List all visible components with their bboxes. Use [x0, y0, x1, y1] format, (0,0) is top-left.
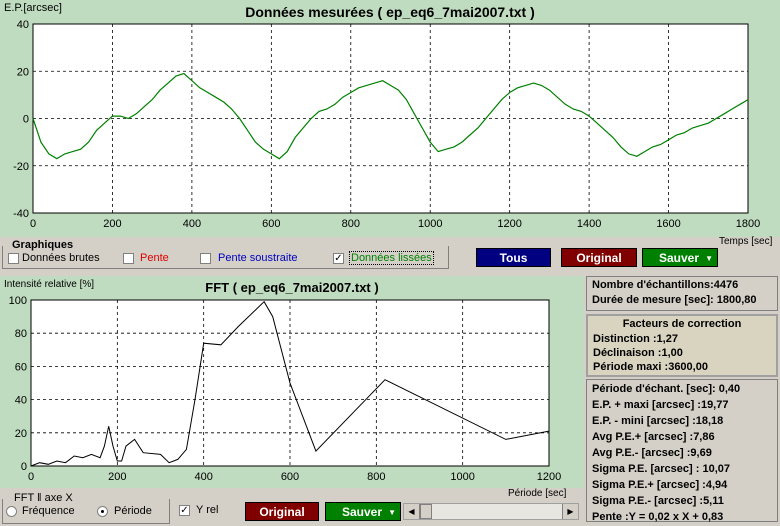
scroll-left-arrow-icon[interactable]: ◀ — [404, 504, 420, 519]
fft-axis-group-title: FFT ‖ axe X — [14, 492, 73, 504]
max-period-value: Période maxi :3600,00 — [593, 361, 708, 373]
results-box: Période d'échant. [sec]: 0,40 E.P. + max… — [586, 379, 778, 523]
frequency-radio[interactable] — [6, 506, 17, 517]
slope-label[interactable]: Pente — [140, 252, 169, 264]
x-tick-label: 1000 — [450, 471, 474, 483]
slope-subtracted-checkbox[interactable] — [200, 253, 211, 264]
y-tick-label: 20 — [15, 428, 27, 440]
x-tick-label: 600 — [262, 218, 280, 230]
dropdown-arrow-icon[interactable]: ▼ — [388, 508, 396, 517]
fft-axis-group — [2, 499, 170, 524]
measured-series-line — [32, 72, 749, 160]
avg-pe-neg: Avg P.E.- [arcsec] :9,69 — [592, 447, 712, 459]
sample-period: Période d'échant. [sec]: 0,40 — [592, 383, 741, 395]
ep-min: E.P. - mini [arcsec] :18,18 — [592, 415, 724, 427]
correction-title: Facteurs de correction — [622, 318, 742, 330]
x-tick-label: 1400 — [577, 218, 601, 230]
x-tick-label: 600 — [281, 471, 299, 483]
y-tick-label: 40 — [17, 19, 29, 31]
top-y-axis-label: E.P.[arcsec] — [4, 2, 62, 14]
fft-x-axis-label: Période [sec] — [508, 488, 567, 499]
yrel-label[interactable]: Y rel — [196, 504, 219, 516]
scroll-right-arrow-icon[interactable]: ▶ — [562, 504, 578, 519]
graph-options-title: Graphiques — [12, 239, 74, 251]
x-tick-label: 1800 — [736, 218, 760, 230]
sigma-pe: Sigma P.E. [arcsec] : 10,07 — [592, 463, 730, 475]
fft-original-button[interactable]: Original — [245, 502, 319, 521]
y-tick-label: 40 — [15, 395, 27, 407]
y-tick-label: -20 — [13, 161, 29, 173]
top-x-axis-label: Temps [sec] — [719, 236, 773, 247]
y-tick-label: 0 — [21, 461, 27, 473]
graph-options-group — [2, 246, 449, 269]
top-chart: 0 200 400 600 800 1000 1200 1400 1600 180040200-2… — [13, 19, 760, 230]
sigma-pe-pos: Sigma P.E.+ [arcsec] :4,94 — [592, 479, 728, 491]
x-tick-label: 400 — [183, 218, 201, 230]
measure-duration: Durée de mesure [sec]: 1800,80 — [592, 294, 757, 306]
x-tick-label: 400 — [194, 471, 212, 483]
y-tick-label: 80 — [15, 328, 27, 340]
x-tick-label: 0 — [30, 218, 36, 230]
x-tick-label: 0 — [28, 471, 34, 483]
fft-save-button[interactable]: Sauver ▼ — [325, 502, 401, 521]
period-radio[interactable] — [97, 506, 108, 517]
fft-chart-title: FFT ( ep_eq6_7mai2007.txt ) — [205, 280, 379, 295]
dropdown-arrow-icon[interactable]: ▼ — [705, 254, 713, 263]
raw-data-label[interactable]: Données brutes — [22, 252, 100, 264]
x-tick-label: 200 — [108, 471, 126, 483]
top-save-label: Sauver — [659, 251, 700, 265]
y-tick-label: 60 — [15, 361, 27, 373]
x-tick-label: 1200 — [497, 218, 521, 230]
x-tick-label: 1600 — [656, 218, 680, 230]
top-save-button[interactable]: Sauver ▼ — [642, 248, 718, 267]
distinction-value: Distinction :1,27 — [593, 333, 678, 345]
scrollbar-thumb[interactable] — [420, 504, 432, 519]
fft-y-axis-label: Intensité relative [%] — [4, 279, 95, 290]
raw-data-checkbox[interactable] — [8, 253, 19, 264]
frequency-label[interactable]: Fréquence — [22, 505, 75, 517]
sample-count: Nombre d'échantillons:4476 — [592, 279, 739, 291]
all-button[interactable]: Tous — [476, 248, 551, 267]
y-tick-label: 0 — [23, 114, 29, 126]
period-label[interactable]: Période — [114, 505, 152, 517]
top-chart-title: Données mesurées ( ep_eq6_7mai2007.txt ) — [245, 4, 535, 20]
x-tick-label: 200 — [103, 218, 121, 230]
fft-scrollbar[interactable]: ◀ ▶ — [403, 503, 579, 520]
fft-save-label: Sauver — [342, 505, 383, 519]
slope-checkbox[interactable] — [123, 253, 134, 264]
y-tick-label: 20 — [17, 66, 29, 78]
x-tick-label: 800 — [342, 218, 360, 230]
yrel-checkbox[interactable]: ✓ — [179, 505, 190, 516]
stats-box: Nombre d'échantillons:4476 Durée de mesu… — [586, 276, 778, 311]
x-tick-label: 1200 — [537, 471, 561, 483]
x-tick-label: 800 — [367, 471, 385, 483]
correction-box: Facteurs de correction Distinction :1,27… — [586, 314, 778, 377]
smoothed-data-label[interactable]: Données lissées — [349, 251, 434, 265]
top-original-button[interactable]: Original — [561, 248, 637, 267]
y-tick-label: -40 — [13, 208, 29, 220]
y-tick-label: 100 — [9, 295, 27, 307]
ep-max: E.P. + maxi [arcsec] :19,77 — [592, 399, 729, 411]
smoothed-data-checkbox[interactable]: ✓ — [333, 253, 344, 264]
sigma-pe-neg: Sigma P.E.- [arcsec] :5,11 — [592, 495, 724, 507]
fft-series-line — [30, 300, 550, 467]
x-tick-label: 1000 — [418, 218, 442, 230]
slope-subtracted-label[interactable]: Pente soustraite — [218, 252, 298, 264]
slope-equation: Pente :Y = 0,02 x X + 0,83 — [592, 511, 724, 523]
avg-pe-pos: Avg P.E.+ [arcsec] :7,86 — [592, 431, 715, 443]
declination-value: Déclinaison :1,00 — [593, 347, 683, 359]
